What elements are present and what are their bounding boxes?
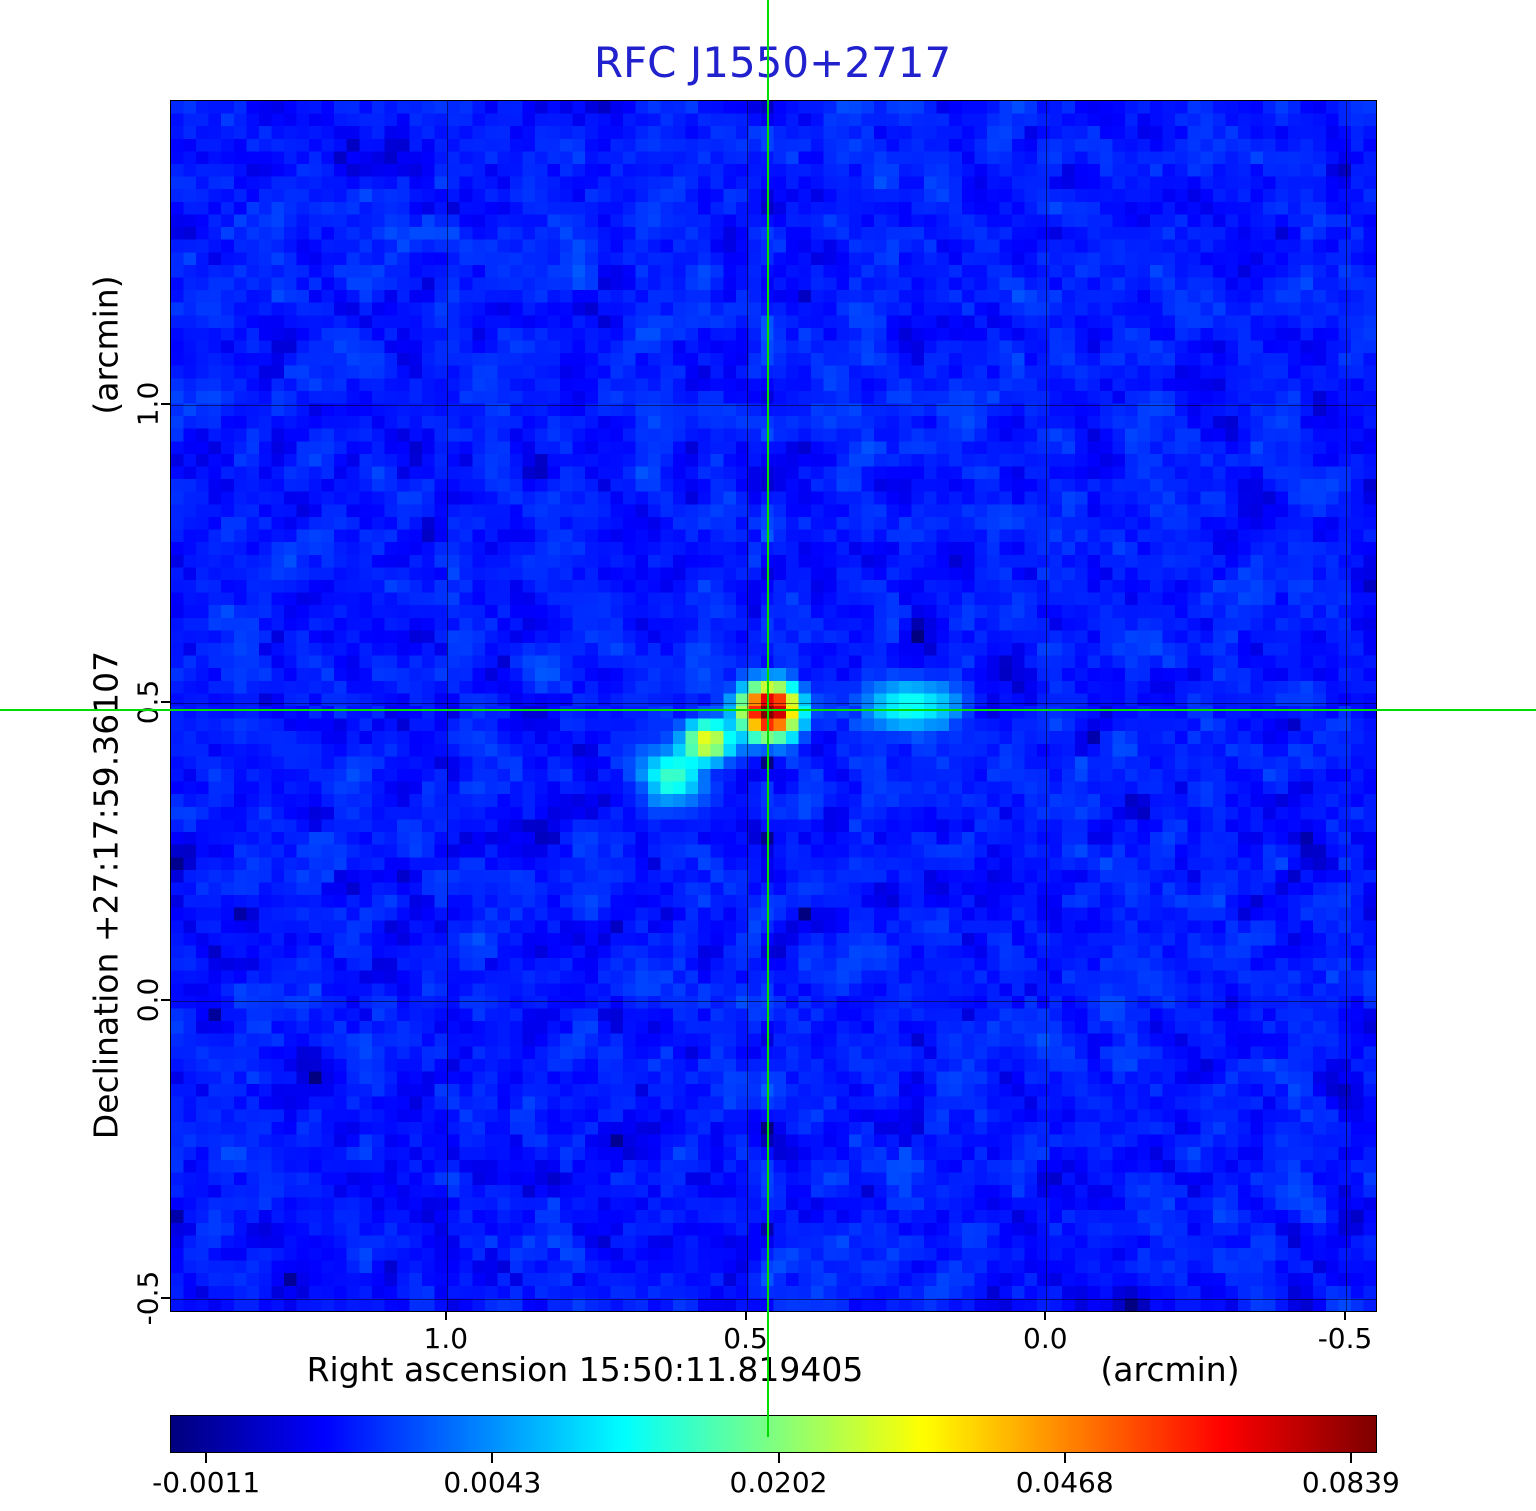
- y-tick-label: 0.0: [131, 977, 165, 1023]
- colorbar: [170, 1415, 1377, 1453]
- x-tick-label: -0.5: [1317, 1322, 1373, 1355]
- colorbar-tick-mark: [1349, 1453, 1352, 1463]
- colorbar-tick-label: 0.0839: [1301, 1466, 1400, 1499]
- x-tick-label: 0.5: [723, 1322, 768, 1355]
- grid-line-vertical: [1346, 101, 1348, 1311]
- colorbar-gradient: [171, 1416, 1376, 1452]
- colorbar-tick-mark: [491, 1453, 494, 1463]
- y-tick-mark: [161, 1297, 170, 1300]
- grid-line-vertical: [1046, 101, 1048, 1311]
- y-tick-mark: [161, 999, 170, 1002]
- grid-line-vertical: [446, 101, 448, 1311]
- colorbar-tick-label: 0.0468: [1015, 1466, 1114, 1499]
- colorbar-tick-label: 0.0202: [729, 1466, 828, 1499]
- heatmap-image: [171, 101, 1376, 1311]
- y-axis-label: Declination +27:17:59.36107: [86, 650, 126, 1140]
- grid-line-horizontal: [171, 1001, 1376, 1003]
- x-tick-label: 0.0: [1023, 1322, 1068, 1355]
- y-tick-label: -0.5: [131, 1270, 165, 1326]
- y-tick-mark: [161, 402, 170, 405]
- x-tick-mark: [744, 1311, 747, 1320]
- crosshair-horizontal-line: [0, 708, 1536, 711]
- grid-lines: [171, 101, 1376, 1311]
- page-title: RFC J1550+2717: [593, 38, 952, 87]
- colorbar-tick-mark: [777, 1453, 780, 1463]
- y-axis-unit: (arcmin): [86, 275, 126, 415]
- colorbar-tick-label: 0.0043: [443, 1466, 542, 1499]
- grid-line-vertical: [746, 101, 748, 1311]
- colorbar-tick-mark: [1063, 1453, 1066, 1463]
- sky-image-plot: [170, 100, 1377, 1312]
- x-axis-label: Right ascension 15:50:11.819405: [306, 1350, 864, 1389]
- crosshair-vertical-line: [767, 0, 770, 1437]
- x-tick-mark: [1344, 1311, 1347, 1320]
- colorbar-tick-label: -0.0011: [152, 1466, 261, 1499]
- x-tick-label: 1.0: [423, 1322, 469, 1355]
- grid-line-horizontal: [171, 703, 1376, 705]
- y-tick-label: 1.0: [131, 381, 165, 427]
- colorbar-tick-mark: [205, 1453, 208, 1463]
- grid-line-horizontal: [171, 1299, 1376, 1301]
- y-tick-mark: [161, 701, 170, 704]
- x-axis-unit: (arcmin): [1100, 1350, 1240, 1389]
- x-tick-mark: [444, 1311, 447, 1320]
- x-tick-mark: [1044, 1311, 1047, 1320]
- grid-line-horizontal: [171, 404, 1376, 406]
- y-tick-label: 0.5: [131, 679, 165, 725]
